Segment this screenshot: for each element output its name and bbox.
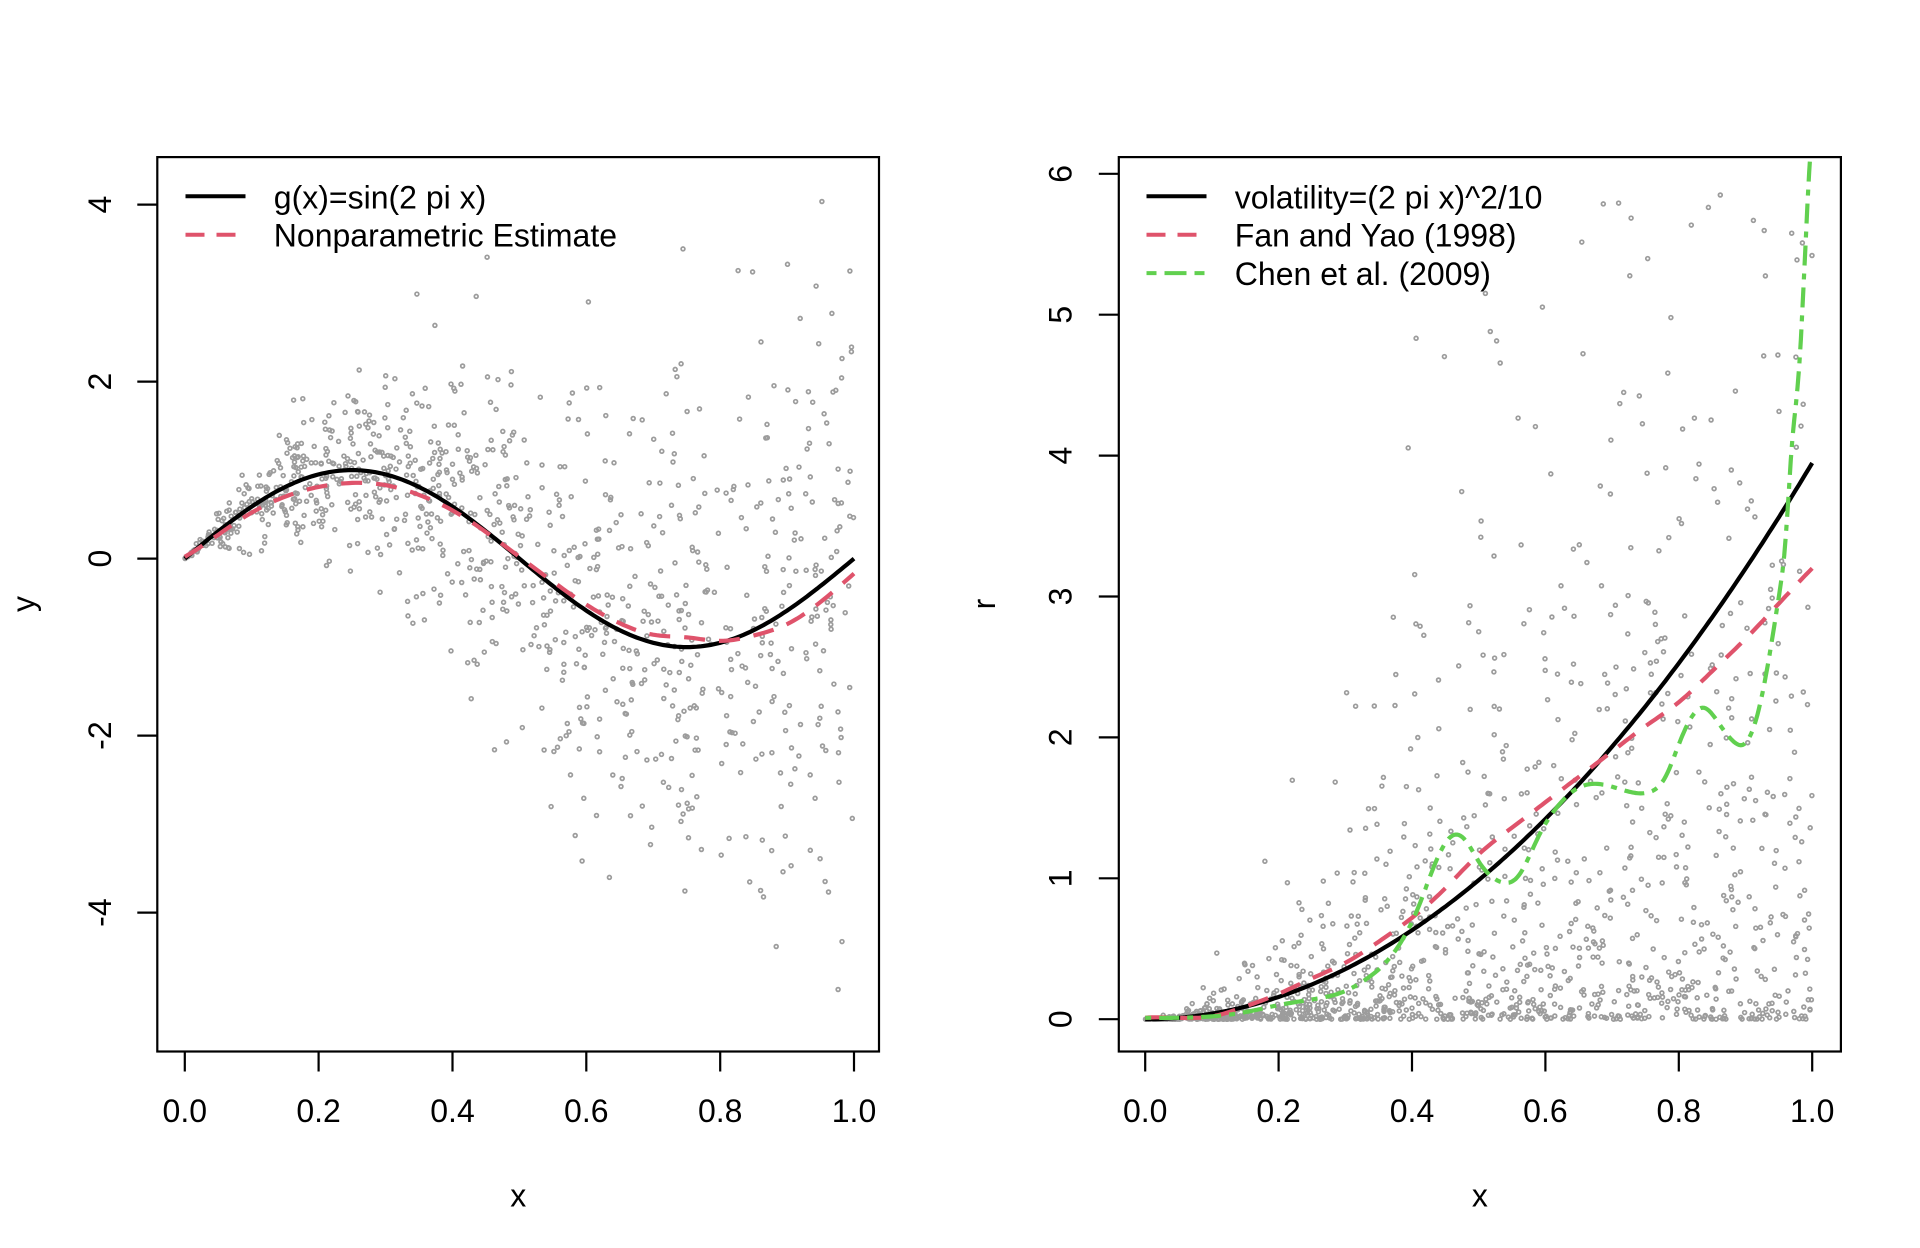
svg-text:1.0: 1.0 [832, 1093, 876, 1129]
svg-text:-4: -4 [82, 898, 118, 926]
svg-text:0.0: 0.0 [163, 1093, 207, 1129]
svg-text:0.2: 0.2 [296, 1093, 340, 1129]
svg-text:5: 5 [1043, 306, 1079, 324]
svg-text:4: 4 [1043, 447, 1079, 465]
svg-text:0.4: 0.4 [430, 1093, 474, 1129]
svg-text:0: 0 [1043, 1010, 1079, 1028]
svg-text:0: 0 [82, 550, 118, 568]
svg-text:x: x [510, 1178, 526, 1214]
svg-text:0.4: 0.4 [1390, 1093, 1434, 1129]
svg-text:volatility=(2 pi x)^2/10: volatility=(2 pi x)^2/10 [1235, 179, 1543, 215]
svg-text:r: r [966, 598, 1002, 609]
svg-text:Chen et al. (2009): Chen et al. (2009) [1235, 256, 1491, 292]
svg-text:-2: -2 [82, 721, 118, 749]
svg-text:2: 2 [82, 373, 118, 391]
svg-text:0.6: 0.6 [564, 1093, 608, 1129]
svg-text:g(x)=sin(2 pi x): g(x)=sin(2 pi x) [274, 179, 487, 215]
svg-text:0.8: 0.8 [1657, 1093, 1701, 1129]
svg-text:Nonparametric Estimate: Nonparametric Estimate [274, 218, 617, 254]
svg-text:6: 6 [1043, 165, 1079, 183]
svg-text:0.8: 0.8 [698, 1093, 742, 1129]
svg-text:x: x [1472, 1178, 1488, 1214]
svg-text:0.2: 0.2 [1256, 1093, 1300, 1129]
svg-text:1.0: 1.0 [1790, 1093, 1834, 1129]
svg-text:Fan and Yao (1998): Fan and Yao (1998) [1235, 218, 1517, 254]
svg-text:1: 1 [1043, 869, 1079, 887]
svg-text:4: 4 [82, 196, 118, 214]
svg-text:3: 3 [1043, 588, 1079, 606]
svg-text:y: y [6, 596, 42, 612]
svg-text:0.0: 0.0 [1123, 1093, 1167, 1129]
svg-text:0.6: 0.6 [1523, 1093, 1567, 1129]
svg-text:2: 2 [1043, 729, 1079, 747]
